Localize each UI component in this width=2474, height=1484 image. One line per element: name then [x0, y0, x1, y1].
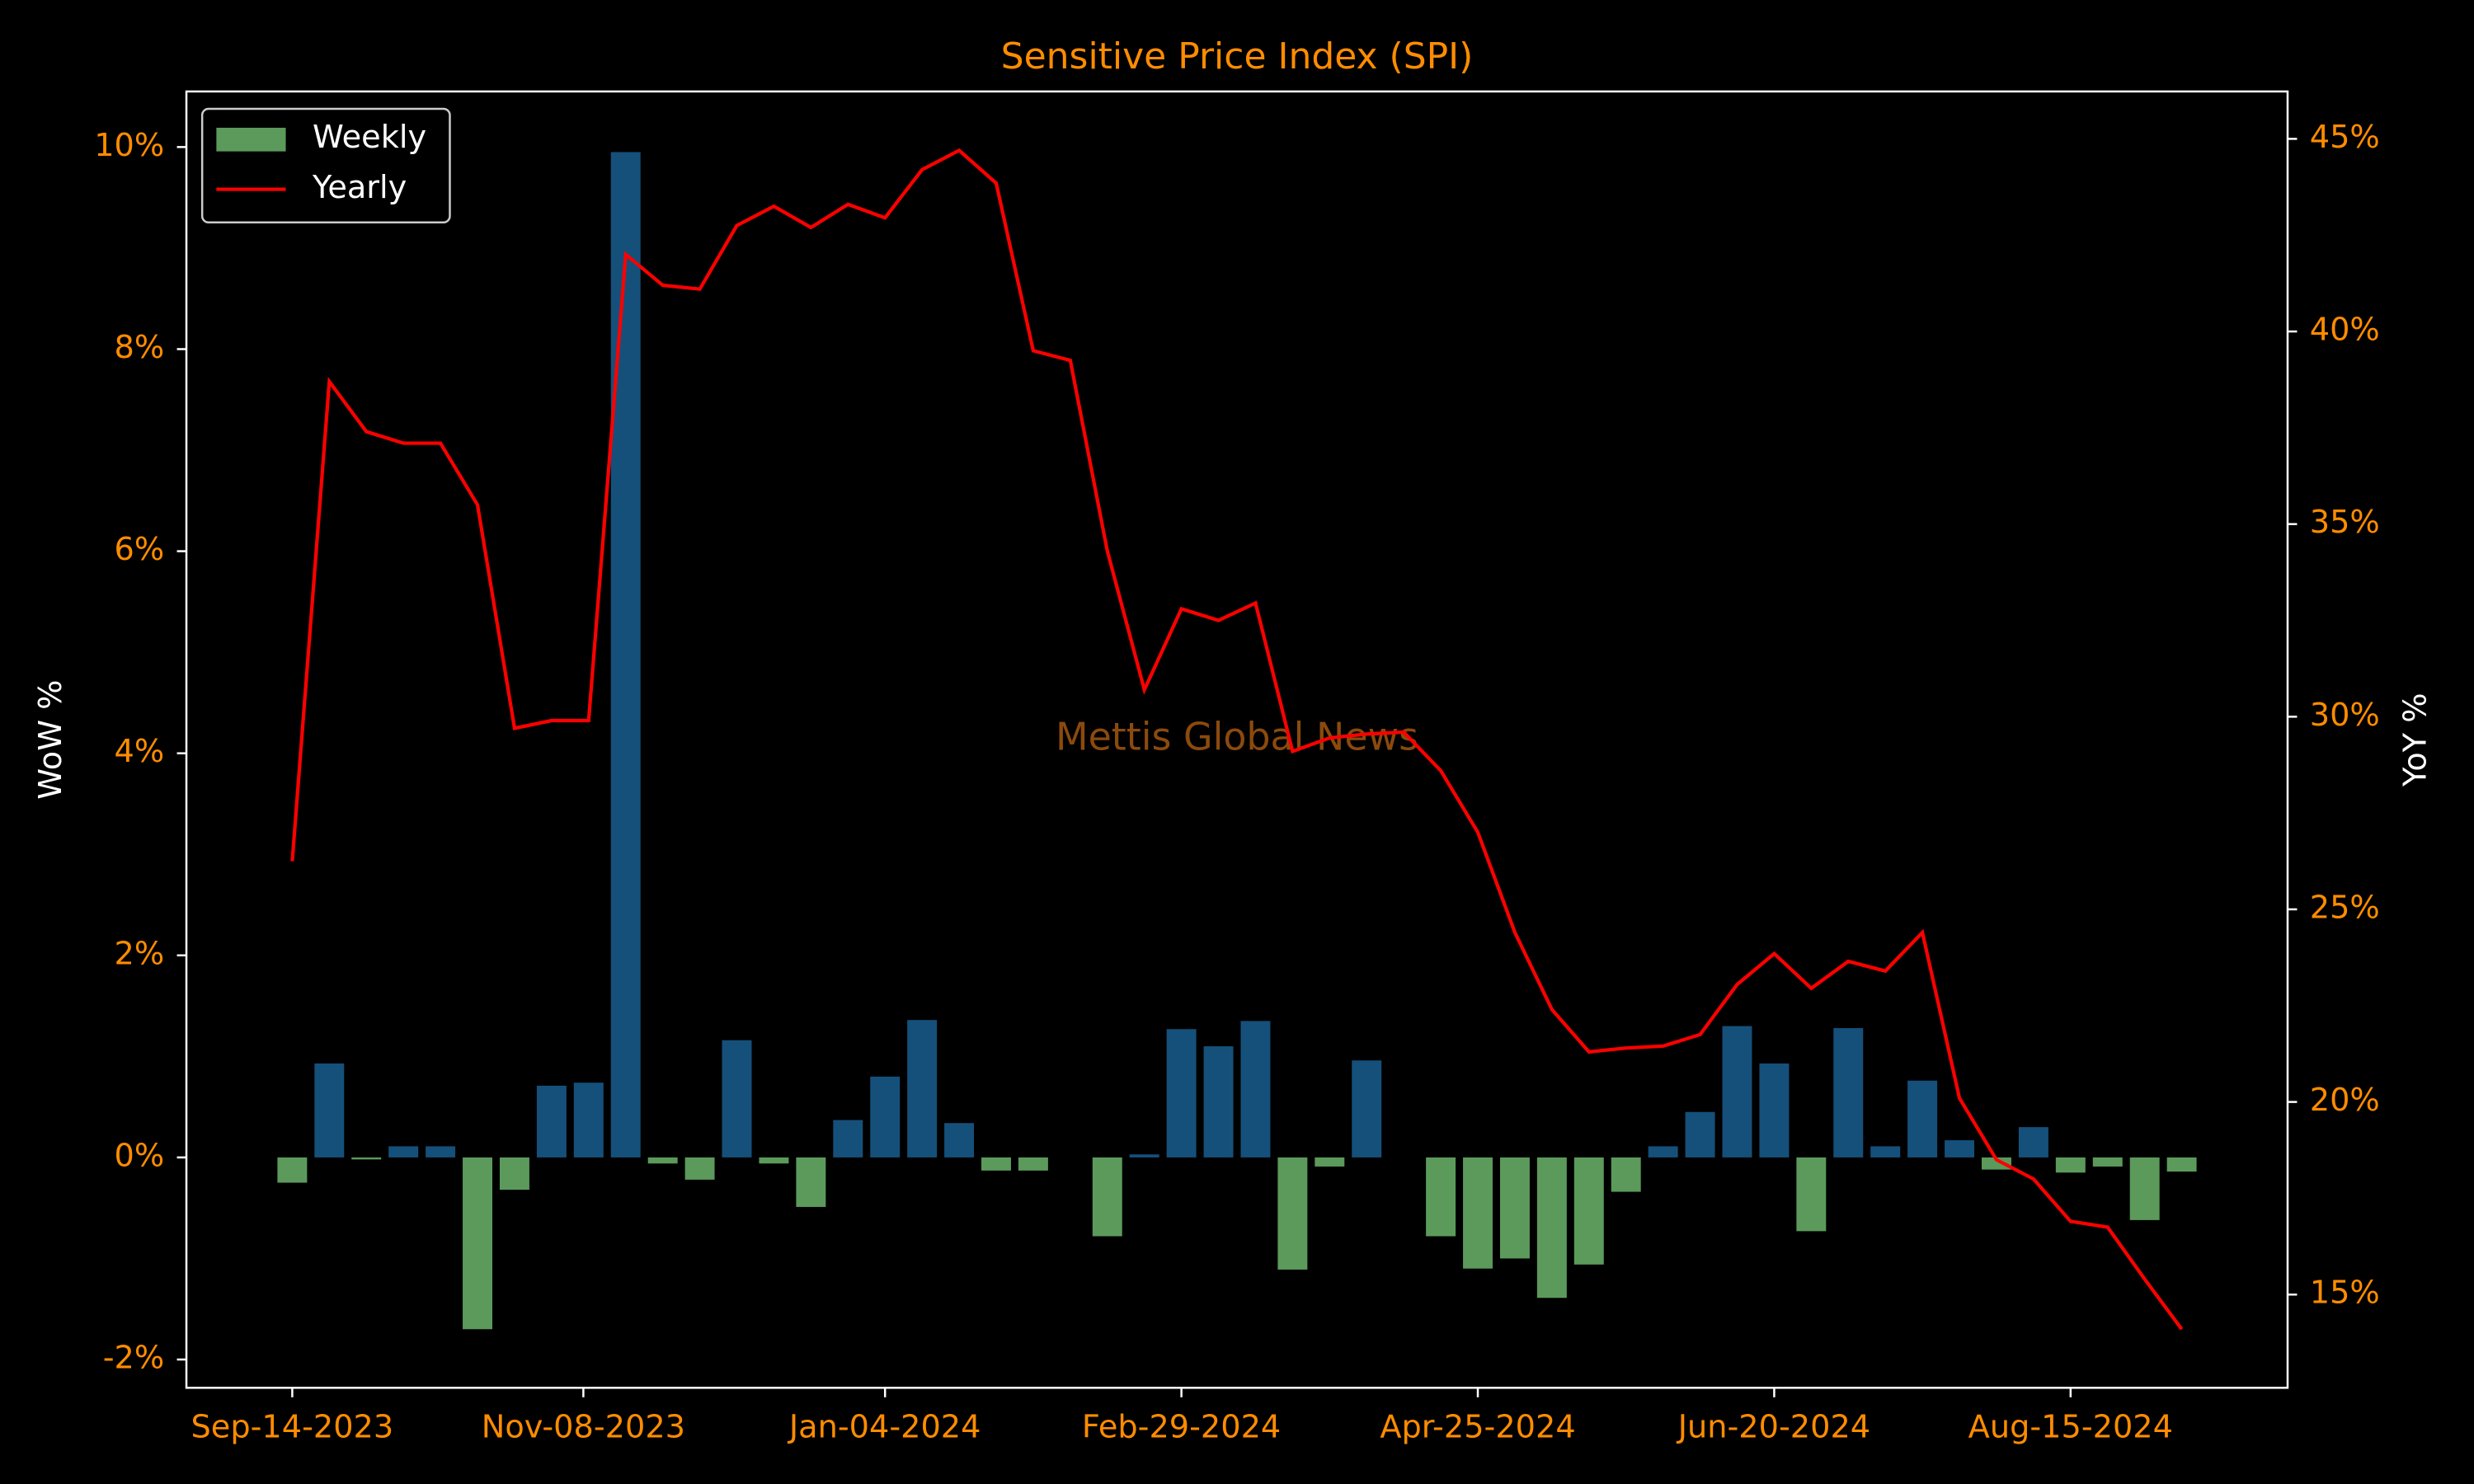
bar — [1277, 1157, 1308, 1270]
y2-axis-label: YoY % — [2396, 693, 2434, 787]
bar — [722, 1040, 752, 1158]
legend-label: Yearly — [312, 169, 407, 206]
plot-frame — [185, 90, 2289, 1389]
legend-swatch — [216, 127, 286, 152]
legend: Weekly Yearly — [200, 107, 451, 223]
bar — [1536, 1157, 1567, 1298]
bar — [2092, 1157, 2123, 1167]
bar — [277, 1157, 308, 1183]
y2-tick-label: 40% — [2310, 312, 2380, 349]
bar — [684, 1157, 715, 1180]
bar — [944, 1123, 975, 1158]
bar — [1240, 1021, 1271, 1158]
bar — [1315, 1157, 1345, 1167]
bar — [536, 1085, 567, 1158]
bar — [907, 1020, 938, 1158]
y2-tick-label: 20% — [2310, 1082, 2380, 1119]
x-tick-label: Apr-25-2024 — [1380, 1409, 1575, 1446]
bar — [1833, 1028, 1864, 1158]
bar — [1352, 1060, 1382, 1158]
x-tick-label: Nov-08-2023 — [482, 1409, 685, 1446]
x-tick-label: Sep-14-2023 — [191, 1409, 394, 1446]
bar — [1092, 1157, 1122, 1237]
bar — [2055, 1157, 2086, 1173]
y2-tick-label: 30% — [2310, 697, 2380, 734]
bar — [796, 1157, 826, 1207]
y2-tick-label: 35% — [2310, 504, 2380, 541]
bar — [1499, 1157, 1530, 1259]
bar — [2129, 1157, 2160, 1220]
bar — [1426, 1157, 1456, 1237]
bar — [1759, 1063, 1790, 1158]
bar — [314, 1063, 345, 1158]
bar — [1018, 1157, 1048, 1171]
bar — [1796, 1157, 1827, 1232]
y-tick-label: 6% — [115, 531, 165, 568]
y2-tick-label: 15% — [2310, 1275, 2380, 1312]
bar — [2166, 1157, 2197, 1172]
bar — [1907, 1080, 1938, 1158]
bar — [1685, 1111, 1715, 1158]
bar — [1870, 1146, 1901, 1158]
bar — [1945, 1140, 1975, 1158]
bar — [981, 1157, 1011, 1171]
bar — [1166, 1029, 1197, 1158]
y2-tick-label: 25% — [2310, 889, 2380, 926]
bar — [573, 1082, 604, 1158]
chart-title: Sensitive Price Index (SPI) — [1001, 35, 1474, 77]
bar — [759, 1157, 789, 1164]
x-tick-label: Jan-04-2024 — [788, 1409, 981, 1446]
bar — [647, 1157, 678, 1164]
bar — [1611, 1157, 1641, 1192]
y2-tick-label: 45% — [2310, 119, 2380, 156]
bar — [499, 1157, 529, 1190]
legend-label: Weekly — [313, 119, 426, 156]
x-tick-label: Aug-15-2024 — [1968, 1409, 2173, 1446]
line — [290, 148, 2184, 1331]
bar — [426, 1146, 456, 1158]
y-axis-label: WoW % — [32, 679, 69, 799]
bar — [1648, 1146, 1678, 1158]
bar — [463, 1157, 492, 1330]
bar — [1982, 1157, 2011, 1170]
bar — [870, 1076, 901, 1158]
bar — [351, 1157, 382, 1160]
bar — [1129, 1154, 1159, 1158]
y-tick-label: 8% — [115, 329, 165, 366]
y-tick-label: 4% — [115, 733, 165, 770]
y-tick-label: 10% — [94, 127, 164, 164]
bar — [388, 1146, 419, 1158]
bar — [2018, 1127, 2048, 1158]
bar — [1722, 1026, 1752, 1158]
bar — [833, 1120, 863, 1158]
y-tick-label: 0% — [115, 1137, 165, 1174]
bar — [1573, 1157, 1604, 1265]
x-tick-label: Jun-20-2024 — [1677, 1409, 1870, 1446]
y-tick-label: -2% — [103, 1340, 164, 1377]
bar — [1203, 1046, 1234, 1158]
watermark: Mettis Global News — [1056, 715, 1418, 759]
bar — [1463, 1157, 1493, 1269]
y-tick-label: 2% — [115, 935, 165, 972]
x-tick-label: Feb-29-2024 — [1082, 1409, 1281, 1446]
bar — [610, 152, 641, 1158]
